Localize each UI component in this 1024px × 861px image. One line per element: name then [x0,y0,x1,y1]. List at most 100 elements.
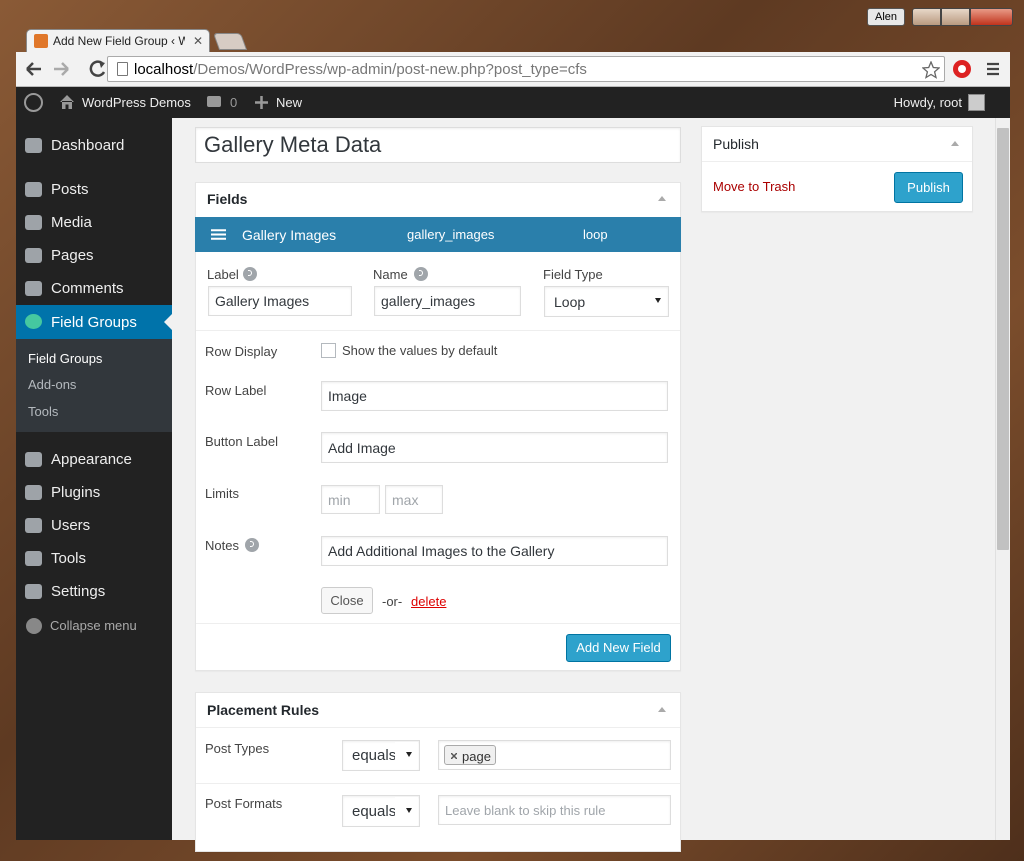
nav-buttons[interactable] [24,60,119,78]
browser-menu[interactable] [986,62,1000,76]
or-text: -or- [382,594,403,609]
menu-item[interactable]: Tools [51,550,87,567]
box-heading: Placement Rules [207,702,320,718]
maximize-button[interactable] [941,8,970,26]
toggle-arrow[interactable] [951,141,959,146]
submenu [16,339,172,432]
menu-icon [25,281,42,296]
menu-item[interactable]: Users [51,517,91,534]
menu-icon [25,215,42,230]
home-icon [60,95,74,109]
browser-tab[interactable]: Add New Field Group ‹ W ✕ [26,29,210,52]
minimize-button[interactable] [912,8,941,26]
rule-label: Post Formats [205,796,283,811]
add-field-button[interactable]: Add New Field [566,634,671,662]
min-input[interactable]: min [321,485,380,514]
comment-count[interactable]: 0 [230,95,238,110]
collapse-menu[interactable]: Collapse menu [50,618,137,633]
submenu-item[interactable]: Add-ons [28,377,77,392]
label-input[interactable]: Gallery Images [208,286,352,316]
divider [702,161,972,162]
option-label: Row Display [205,344,278,359]
checkbox[interactable] [321,343,336,358]
select-arrow [406,752,412,757]
button-label-input[interactable]: Add Image [321,432,668,463]
address-bar[interactable]: localhost/Demos/WordPress/wp-admin/post-… [107,56,945,82]
menu-item[interactable]: Appearance [51,451,132,468]
url-path: /Demos/WordPress/wp-admin/post-new.php?p… [193,61,587,78]
menu-item[interactable]: Dashboard [51,137,125,154]
site-name[interactable]: WordPress Demos [82,95,191,110]
max-input[interactable]: max [385,485,443,514]
menu-icon [25,182,42,197]
account-greeting[interactable]: Howdy, root [893,95,962,110]
scrollbar [995,118,1010,840]
menu-icon [25,551,42,566]
option-label: Button Label [205,434,279,449]
submenu-item[interactable]: Field Groups [28,351,103,366]
chip-label: page [462,749,491,764]
help-icon[interactable] [245,538,259,552]
checkbox-label[interactable]: Show the values by default [342,343,498,358]
delete-link[interactable]: delete [411,594,447,609]
trash-link[interactable]: Move to Trash [713,179,796,194]
extension-icon[interactable] [953,60,971,78]
bookmark-star[interactable] [922,61,940,79]
divider [196,623,680,624]
plus-icon [255,96,268,109]
value-chip: page [444,745,496,765]
close-button[interactable]: Close [321,587,373,614]
row-label-input[interactable]: Image [321,381,668,411]
type-select[interactable]: Loop [544,286,669,317]
new-link[interactable]: New [276,95,303,110]
menu-icon [25,452,42,467]
name-input[interactable]: gallery_images [374,286,521,316]
browser-toolbar: localhost/Demos/WordPress/wp-admin/post-… [16,52,1010,87]
new-tab[interactable] [212,33,248,50]
menu-item[interactable]: Comments [51,280,124,297]
avatar [968,94,985,111]
field-label: Label [207,267,239,282]
rule-values-input[interactable]: Leave blank to skip this rule [438,795,671,825]
menu-item[interactable]: Settings [51,583,106,600]
publish-button[interactable]: Publish [894,172,963,203]
toggle-arrow[interactable] [658,196,666,201]
menu-item[interactable]: Posts [51,181,89,198]
fields-box [195,182,681,671]
help-icon[interactable] [414,267,428,281]
field-bar[interactable]: Gallery Images gallery_images loop [195,217,681,252]
divider [196,330,680,331]
menu-item[interactable]: Media [51,214,92,231]
menu-item[interactable]: Pages [51,247,94,264]
wp-logo[interactable] [24,93,43,112]
menu-icon [25,518,42,533]
close-window-button[interactable] [970,8,1013,26]
url-host: localhost [134,61,194,78]
option-label: Notes [205,538,239,553]
select-arrow [655,298,661,303]
select-arrow [406,808,412,813]
field-label: Name [373,267,408,282]
box-heading: Publish [713,136,759,152]
title-input[interactable]: Gallery Meta Data [195,127,681,163]
rule-label: Post Types [205,741,270,756]
rule-values-input[interactable]: page [438,740,671,770]
active-menu-highlight [16,305,172,339]
menu-item[interactable]: Plugins [51,484,101,501]
chip-remove[interactable] [451,753,457,759]
url: localhost/Demos/WordPress/wp-admin/post-… [134,62,587,77]
submenu-item[interactable]: Tools [28,404,59,419]
help-icon[interactable] [243,267,257,281]
menu-icon [25,248,42,263]
toggle-arrow[interactable] [658,707,666,712]
box-heading: Fields [207,191,248,207]
scroll-thumb[interactable] [997,128,1009,550]
menu-icon [25,138,42,153]
active-pointer [164,314,172,330]
menu-item-active[interactable]: Field Groups [51,314,137,331]
notes-input[interactable]: Add Additional Images to the Gallery [321,536,668,566]
tab-close[interactable]: ✕ [193,34,204,48]
admin-bar: WordPress Demos 0 New Howdy, root [16,87,1010,118]
